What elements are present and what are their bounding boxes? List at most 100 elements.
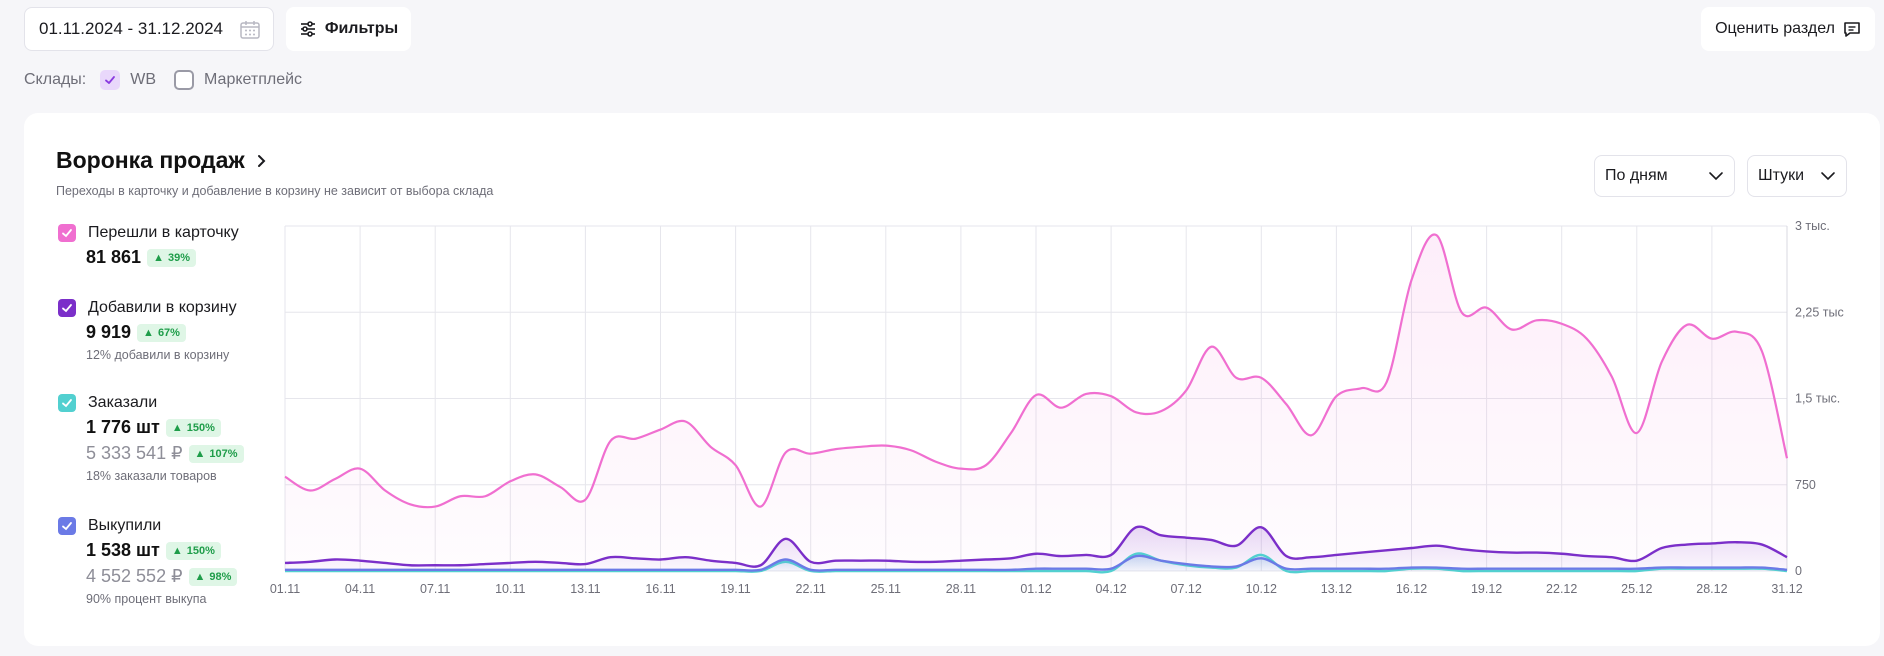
legend-item-buyouts[interactable]: Выкупили 1 538 шт ▲ 150% 4 552 552 ₽ ▲ 98%… [58, 517, 278, 606]
arrow-up-icon: ▲ [194, 447, 206, 460]
arrow-up-icon: ▲ [153, 251, 164, 264]
date-range-input[interactable]: 01.11.2024 - 31.12.2024 [24, 7, 274, 51]
chevron-down-icon [1821, 172, 1835, 181]
x-tick-label: 19.11 [720, 582, 750, 596]
x-tick-label: 19.12 [1471, 582, 1502, 596]
funnel-chart[interactable]: 0 750 1,5 тыс. 2,25 тыс 3 тыс. 01.11 04.11 07.1… [24, 113, 1880, 646]
series-line-2 [284, 525, 1788, 568]
date-range-text: 01.11.2024 - 31.12.2024 [39, 19, 224, 38]
units-select-value: Штуки [1758, 167, 1805, 184]
growth-badge-text: 67% [157, 326, 180, 339]
x-tick-label: 04.11 [345, 582, 375, 596]
top-toolbar: 01.11.2024 - 31.12.2024 Фильтры Оценить … [0, 0, 1884, 60]
check-icon [62, 304, 72, 313]
x-tick-label: 10.12 [1246, 582, 1277, 596]
legend-checkbox[interactable] [58, 394, 76, 412]
x-tick-label: 13.12 [1321, 582, 1352, 596]
x-tick-label: 16.12 [1396, 582, 1427, 596]
x-tick-label: 07.11 [420, 582, 450, 596]
x-tick-label: 22.12 [1546, 582, 1577, 596]
legend-value: 1 538 шт [86, 540, 160, 560]
legend-checkbox[interactable] [58, 517, 76, 535]
legend-note: 18% заказали товаров [86, 469, 217, 483]
x-tick-label: 22.11 [796, 582, 826, 596]
x-tick-label: 01.11 [270, 582, 300, 596]
arrow-up-icon: ▲ [143, 326, 154, 339]
rate-section-button[interactable]: Оценить раздел [1701, 7, 1875, 51]
growth-badge: ▲ 67% [137, 323, 186, 342]
x-tick-label: 04.12 [1095, 582, 1126, 596]
arrow-up-icon: ▲ [194, 570, 206, 583]
legend-label: Перешли в карточку [88, 224, 239, 241]
arrow-up-icon: ▲ [171, 421, 183, 434]
filters-button[interactable]: Фильтры [286, 7, 411, 51]
check-icon [62, 399, 72, 408]
legend-note: 90% процент выкупа [86, 592, 207, 606]
growth-badge: ▲ 98% [188, 567, 238, 586]
chevron-down-icon [1709, 172, 1723, 181]
x-tick-label: 28.12 [1696, 582, 1727, 596]
warehouse-option-marketplace[interactable]: Маркетплейс [174, 70, 302, 90]
checkbox-marketplace[interactable] [174, 70, 195, 90]
sales-funnel-card: Воронка продаж Переходы в карточку и доб… [24, 113, 1880, 646]
growth-badge: ▲ 39% [147, 248, 196, 267]
legend-item-add-to-cart[interactable]: Добавили в корзину 9 919 ▲ 67% 12% добави… [58, 299, 278, 362]
y-tick-label: 3 тыс. [1795, 219, 1830, 233]
x-tick-label: 10.11 [495, 582, 525, 596]
growth-badge-text: 98% [209, 570, 232, 583]
legend-label: Добавили в корзину [88, 299, 237, 316]
x-tick-label: 07.12 [1171, 582, 1202, 596]
legend-note: 12% добавили в корзину [86, 348, 230, 362]
filters-label: Фильтры [324, 20, 399, 37]
y-tick-label: 750 [1795, 478, 1816, 492]
x-tick-label: 25.11 [871, 582, 901, 596]
y-tick-label: 2,25 тыс [1795, 305, 1844, 319]
growth-badge-text: 39% [167, 251, 190, 264]
x-tick-label: 16.11 [645, 582, 675, 596]
growth-badge: ▲ 150% [165, 418, 221, 437]
series-line-1 [284, 233, 1789, 509]
legend-value-rub: 4 552 552 ₽ [86, 566, 183, 586]
growth-badge: ▲ 150% [165, 541, 221, 560]
growth-badge-text: 107% [209, 447, 238, 460]
check-icon [62, 229, 72, 238]
chevron-right-icon[interactable] [257, 154, 267, 168]
arrow-up-icon: ▲ [171, 544, 183, 557]
x-tick-label: 01.12 [1020, 582, 1051, 596]
check-icon [62, 522, 72, 531]
legend-item-orders[interactable]: Заказали 1 776 шт ▲ 150% 5 333 541 ₽ ▲ 107… [58, 394, 278, 483]
x-tick-label: 13.11 [570, 582, 600, 596]
y-tick-label: 0 [1795, 564, 1802, 578]
growth-badge: ▲ 107% [188, 444, 244, 463]
legend-checkbox[interactable] [58, 299, 76, 317]
legend-value: 81 861 [86, 247, 142, 267]
period-select[interactable]: По дням [1594, 155, 1735, 197]
legend-label: Заказали [88, 394, 158, 411]
warehouse-label: Склады: [24, 71, 87, 88]
calendar-icon[interactable] [239, 19, 261, 41]
y-tick-label: 1,5 тыс. [1795, 392, 1840, 406]
sliders-icon [300, 21, 315, 37]
legend-value: 1 776 шт [86, 417, 160, 437]
legend-item-card-visits[interactable]: Перешли в карточку 81 861 ▲ 39% [58, 224, 278, 268]
warehouse-option-label: Маркетплейс [204, 71, 303, 88]
legend-value-rub: 5 333 541 ₽ [86, 443, 183, 463]
legend-value: 9 919 [86, 322, 132, 342]
series-line-4 [284, 554, 1788, 572]
warehouse-filter: Склады: WB Маркетплейс [24, 68, 320, 92]
x-tick-label: 25.12 [1621, 582, 1652, 596]
checkbox-wb[interactable] [100, 70, 121, 90]
growth-badge-text: 150% [186, 421, 215, 434]
growth-badge-text: 150% [186, 544, 215, 557]
legend-checkbox[interactable] [58, 224, 76, 242]
warehouse-option-wb[interactable]: WB [100, 70, 156, 90]
check-icon [105, 76, 116, 84]
units-select[interactable]: Штуки [1747, 155, 1847, 197]
funnel-title[interactable]: Воронка продаж [56, 147, 267, 174]
x-tick-label: 31.12 [1771, 582, 1802, 596]
feedback-icon [1844, 22, 1860, 37]
series-area-1 [285, 234, 1787, 572]
rate-section-label: Оценить раздел [1715, 20, 1835, 37]
x-tick-label: 28.11 [946, 582, 976, 596]
funnel-title-text: Воронка продаж [56, 147, 245, 173]
